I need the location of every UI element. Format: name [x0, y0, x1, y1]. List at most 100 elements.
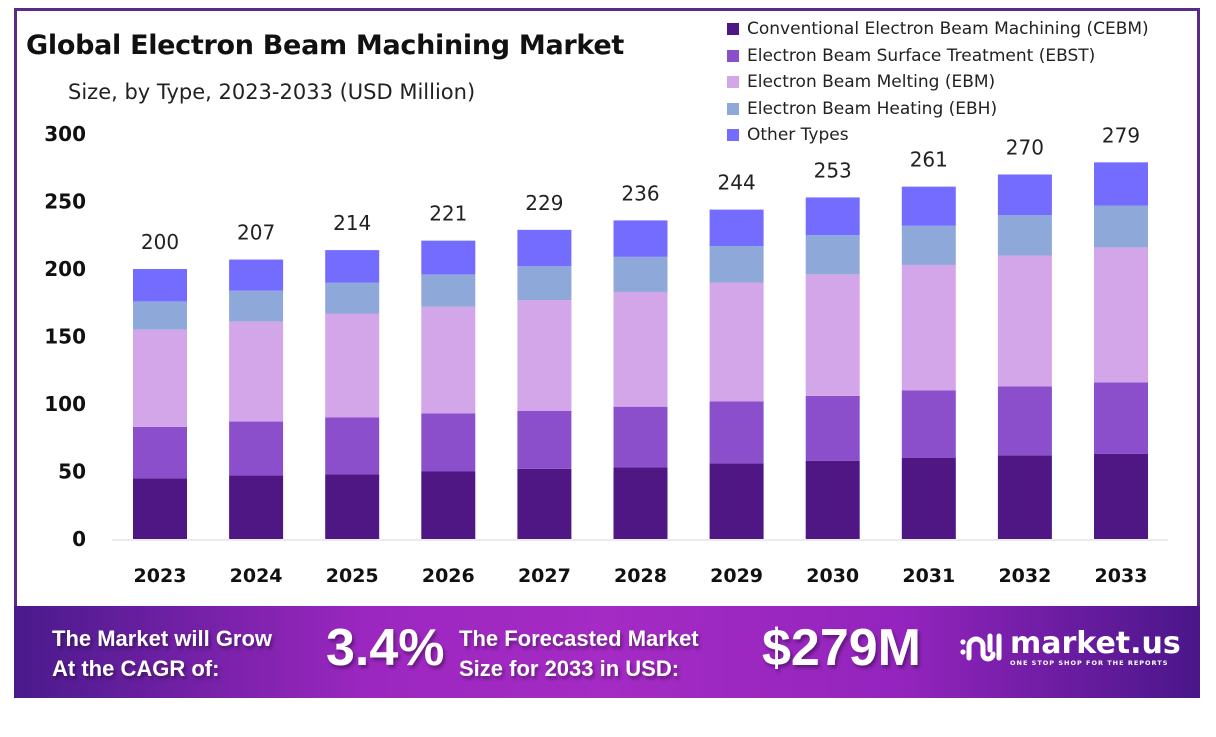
bar-segment-2033-other [1094, 162, 1148, 206]
bar-segment-2033-cebm [1094, 453, 1148, 539]
bar-segment-2030-cebm [805, 460, 860, 539]
total-label-2030: 253 [814, 158, 852, 182]
y-tick-label-250: 250 [44, 190, 86, 214]
x-tick-label-2031: 2031 [902, 565, 955, 587]
x-tick-label-2023: 2023 [134, 565, 187, 587]
bar-segment-2031-ebst [901, 390, 956, 458]
bar-segment-2031-other [901, 186, 956, 226]
y-tick-label-100: 100 [44, 392, 86, 416]
market-us-logo: market.us ONE STOP SHOP FOR THE REPORTS [958, 628, 1181, 668]
total-label-2029: 244 [718, 171, 756, 195]
total-label-2023: 200 [141, 230, 179, 254]
legend-swatch-ebh [727, 102, 739, 115]
bar-segment-2032-ebm [997, 255, 1052, 387]
bar-segment-2033-ebh [1094, 205, 1148, 248]
bar-segment-2023-cebm [133, 478, 187, 539]
legend: Conventional Electron Beam Machining (CE… [727, 16, 1149, 149]
y-tick-label-50: 50 [58, 460, 86, 484]
bar-segment-2029-ebst [709, 401, 764, 464]
forecast-label-line2: Size for 2033 in USD: [459, 656, 680, 681]
bar-segment-2029-ebm [709, 282, 764, 402]
legend-swatch-cebm [727, 23, 739, 36]
total-label-2026: 221 [429, 202, 467, 226]
x-tick-label-2027: 2027 [518, 565, 571, 587]
total-label-2025: 214 [333, 211, 371, 235]
bar-segment-2023-other [133, 269, 187, 302]
legend-item-ebst: Electron Beam Surface Treatment (EBST) [727, 43, 1149, 70]
bar-segment-2026-ebm [421, 306, 476, 414]
bar-segment-2026-cebm [421, 471, 476, 539]
bar-segment-2026-ebh [421, 274, 476, 307]
bar-segment-2026-other [421, 240, 476, 275]
bar-segment-2032-ebst [997, 386, 1052, 456]
bar-segment-2025-ebh [325, 282, 380, 314]
bar-segment-2028-ebh [613, 256, 668, 292]
bar-segment-2024-ebst [229, 421, 284, 476]
bar-segment-2028-ebm [613, 291, 668, 407]
bar-segment-2031-ebm [901, 264, 956, 391]
bar-segment-2031-ebh [901, 225, 956, 265]
cagr-label-line2: At the CAGR of: [52, 656, 220, 681]
legend-label-ebst: Electron Beam Surface Treatment (EBST) [747, 45, 1096, 66]
legend-label-ebh: Electron Beam Heating (EBH) [747, 98, 998, 119]
bar-segment-2032-other [997, 174, 1052, 215]
total-label-2031: 261 [910, 148, 948, 172]
legend-swatch-ebst [727, 49, 739, 62]
total-label-2028: 236 [621, 181, 659, 205]
bar-segment-2033-ebm [1094, 247, 1148, 383]
legend-label-other: Other Types [747, 125, 849, 146]
x-tick-label-2024: 2024 [230, 565, 283, 587]
bar-segment-2028-cebm [613, 467, 668, 539]
bar-segment-2027-ebm [517, 300, 572, 411]
bar-segment-2032-cebm [997, 455, 1052, 539]
legend-label-ebm: Electron Beam Melting (EBM) [747, 72, 996, 93]
bar-segment-2027-other [517, 229, 572, 267]
market-us-logo-icon [960, 633, 1002, 662]
bar-segment-2030-other [805, 197, 860, 236]
total-label-2024: 207 [237, 221, 275, 245]
bar-segment-2025-ebm [325, 313, 380, 418]
x-tick-label-2029: 2029 [710, 565, 763, 587]
bar-segment-2023-ebst [133, 426, 187, 479]
x-tick-label-2028: 2028 [614, 565, 667, 587]
bar-segment-2030-ebm [805, 274, 860, 396]
bar-segment-2029-cebm [709, 463, 764, 539]
legend-item-ebm: Electron Beam Melting (EBM) [727, 69, 1149, 96]
legend-item-other: Other Types [727, 122, 1149, 149]
logo-name: market.us [1010, 626, 1181, 661]
total-label-2033: 279 [1102, 123, 1140, 147]
bar-segment-2025-ebst [325, 417, 380, 475]
bar-segment-2024-other [229, 259, 284, 291]
x-tick-label-2032: 2032 [998, 565, 1051, 587]
cagr-label: The Market will Grow At the CAGR of: [52, 624, 272, 684]
bar-segment-2033-ebst [1094, 382, 1148, 454]
bar-segment-2028-ebst [613, 406, 668, 468]
logo-tagline: ONE STOP SHOP FOR THE REPORTS [1010, 659, 1169, 667]
legend-item-ebh: Electron Beam Heating (EBH) [727, 96, 1149, 123]
bar-segment-2023-ebm [133, 329, 187, 427]
bar-segment-2027-ebst [517, 410, 572, 469]
bar-segment-2026-ebst [421, 413, 476, 472]
total-label-2032: 270 [1006, 136, 1044, 160]
bar-segment-2029-other [709, 209, 764, 247]
legend-item-cebm: Conventional Electron Beam Machining (CE… [727, 16, 1149, 43]
forecast-label-line1: The Forecasted Market [459, 626, 699, 651]
x-tick-label-2026: 2026 [422, 565, 475, 587]
total-label-2027: 229 [525, 191, 563, 215]
bar-segment-2031-cebm [901, 458, 956, 539]
chart-subtitle: Size, by Type, 2023-2033 (USD Million) [68, 80, 476, 104]
bar-segment-2032-ebh [997, 215, 1052, 256]
cagr-value: 3.4% [326, 619, 445, 677]
x-tick-label-2030: 2030 [806, 565, 859, 587]
summary-banner: The Market will Grow At the CAGR of: 3.4… [14, 606, 1200, 698]
y-tick-label-150: 150 [44, 325, 86, 349]
legend-label-cebm: Conventional Electron Beam Machining (CE… [747, 19, 1149, 40]
legend-swatch-ebm [727, 76, 739, 89]
bar-segment-2025-cebm [325, 474, 380, 539]
bar-segment-2027-cebm [517, 468, 572, 539]
forecast-label: The Forecasted Market Size for 2033 in U… [459, 624, 699, 684]
bar-segment-2030-ebh [805, 235, 860, 275]
x-tick-label-2033: 2033 [1095, 565, 1148, 587]
bar-segment-2024-ebm [229, 321, 284, 422]
x-tick-label-2025: 2025 [326, 565, 379, 587]
